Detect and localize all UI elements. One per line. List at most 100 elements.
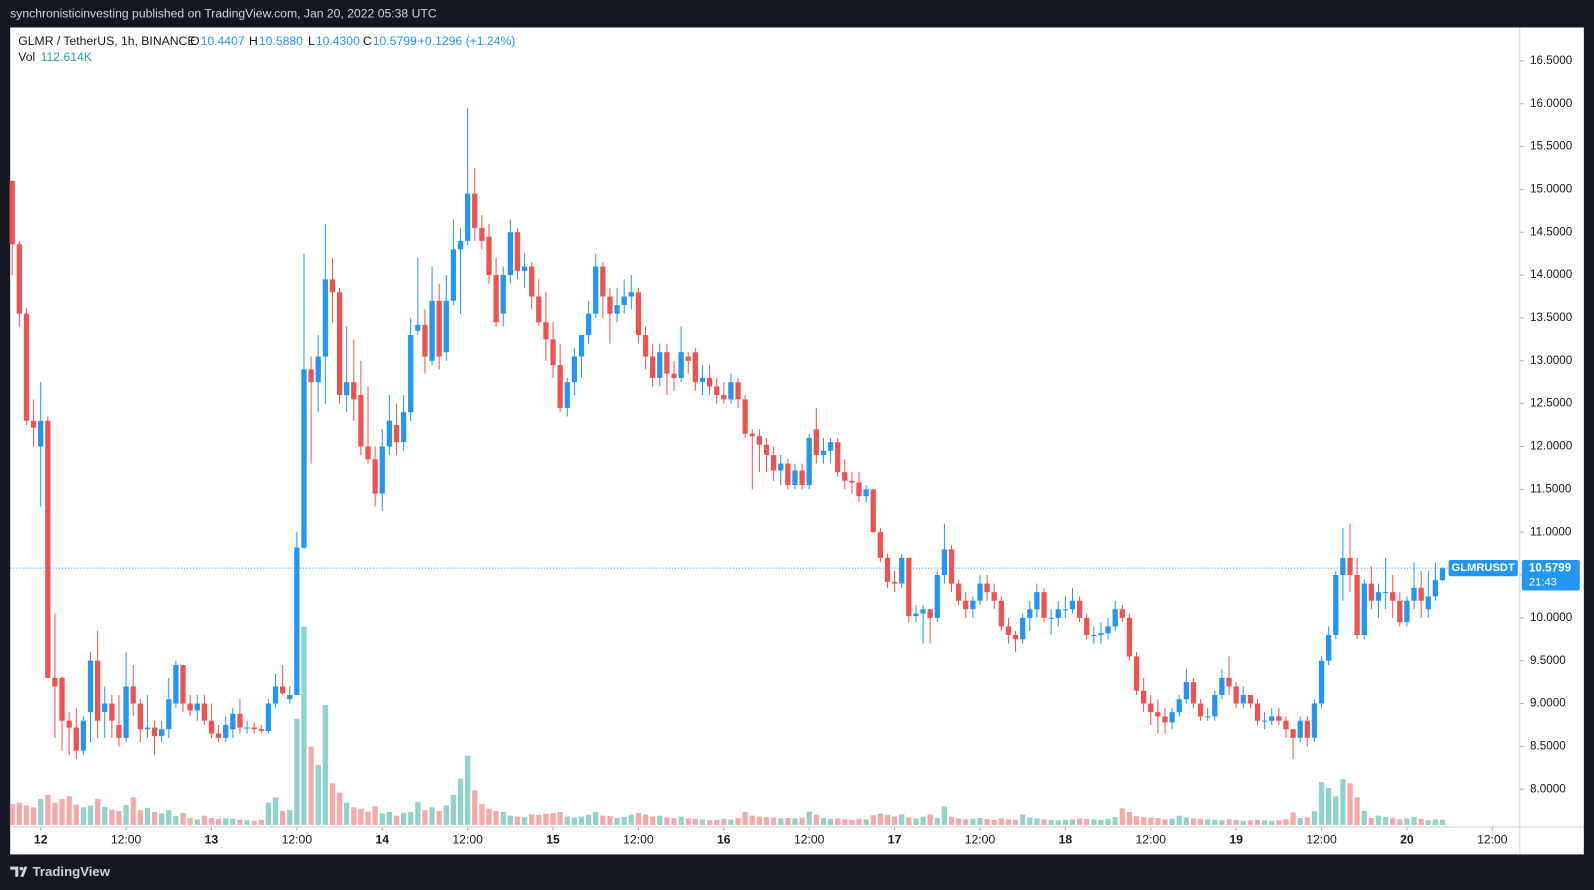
candle-body xyxy=(1375,592,1382,601)
x-tick-label: 18 xyxy=(1059,832,1073,846)
volume-bar xyxy=(45,794,51,825)
candle-body xyxy=(1091,634,1097,637)
volume-bar xyxy=(393,815,400,825)
volume-bar xyxy=(443,805,449,825)
candle-body xyxy=(1411,587,1417,601)
volume-bar xyxy=(536,814,542,825)
candle-body xyxy=(571,356,578,383)
volume-bar xyxy=(593,811,599,825)
price-tag xyxy=(1521,560,1580,591)
volume-bar xyxy=(1084,818,1090,825)
x-tick-label: 12:00 xyxy=(1477,832,1508,846)
volume-bar xyxy=(1304,817,1310,825)
x-tick-label: 19 xyxy=(1229,832,1243,846)
volume-bar xyxy=(1076,818,1083,825)
candle-body xyxy=(1098,633,1104,635)
volume-bar xyxy=(415,801,421,825)
candle-body xyxy=(486,236,492,276)
volume-bar xyxy=(529,814,535,825)
candle-body xyxy=(550,339,556,366)
y-tick-label: 11.5000 xyxy=(1530,482,1572,495)
candle-body xyxy=(948,549,955,584)
volume-bar xyxy=(294,718,300,825)
candle-body xyxy=(1311,703,1318,738)
candle-body xyxy=(1155,712,1161,717)
candle-body xyxy=(1162,716,1168,723)
volume-bar xyxy=(457,778,464,825)
volume-bar xyxy=(685,818,691,825)
volume-bar xyxy=(1027,817,1033,825)
volume-bar xyxy=(30,807,37,825)
candle-body xyxy=(1247,694,1254,704)
volume-bar xyxy=(500,811,506,825)
volume-bar xyxy=(365,811,371,825)
volume-bar xyxy=(187,817,193,825)
x-tick-label: 12:00 xyxy=(111,832,142,846)
footer-logo: TradingView xyxy=(10,864,111,879)
candle-body xyxy=(657,352,663,378)
volume-bar xyxy=(1119,808,1125,825)
volume-bar xyxy=(1283,819,1289,825)
candle-body xyxy=(920,609,926,614)
volume-bar xyxy=(621,817,627,825)
volume-bar xyxy=(1368,817,1374,825)
volume-bar xyxy=(1012,819,1019,825)
candle-body xyxy=(109,703,115,721)
volume-bar xyxy=(1034,818,1040,825)
x-tick-label: 12:00 xyxy=(1136,832,1167,846)
candle-body xyxy=(756,436,763,445)
volume-bar xyxy=(1148,817,1154,825)
symbol-tag-text: GLMRUSDT xyxy=(1452,562,1515,574)
volume-bar xyxy=(1041,819,1047,825)
volume-bar xyxy=(870,815,876,825)
volume-bar xyxy=(166,810,172,825)
volume-bar xyxy=(258,819,264,825)
candle-body xyxy=(94,660,101,721)
x-tick-label: 16 xyxy=(717,832,731,846)
candle-body xyxy=(1276,716,1282,721)
volume-bar xyxy=(208,817,215,825)
x-tick-label: 12:00 xyxy=(794,832,825,846)
volume-bar xyxy=(237,819,243,825)
candle-body xyxy=(1226,677,1232,687)
volume-bar xyxy=(934,817,940,825)
candle-body xyxy=(906,557,912,617)
volume-bar xyxy=(16,802,22,825)
candle-body xyxy=(173,664,179,704)
candle-body xyxy=(187,703,193,711)
candle-body xyxy=(151,727,158,737)
volume-bar xyxy=(464,755,471,825)
candle-body xyxy=(1183,682,1189,700)
candle-body xyxy=(1297,720,1303,738)
volume-bar xyxy=(664,817,670,825)
volume-bar xyxy=(1269,820,1275,825)
candle-body xyxy=(899,557,905,584)
overlay: GLMR / TetherUS, 1h, BINANCE Vol 112.614… xyxy=(18,34,515,64)
candle-body xyxy=(315,356,321,383)
volume-bar xyxy=(1069,819,1076,825)
candle-body xyxy=(593,266,599,314)
candle-body xyxy=(543,322,549,340)
candle-body xyxy=(1354,575,1360,635)
candle-body xyxy=(464,193,471,241)
volume-bar xyxy=(920,816,926,825)
candle-body xyxy=(272,686,279,704)
volume-bar xyxy=(735,817,741,825)
volume-bar xyxy=(109,809,115,825)
volume-bar xyxy=(948,816,955,825)
volume-bar xyxy=(1411,817,1417,825)
candle-body xyxy=(1439,568,1446,581)
candle-body xyxy=(123,686,129,738)
x-tick-label: 17 xyxy=(888,832,902,846)
volume-bar xyxy=(991,819,997,825)
candle-body xyxy=(1105,626,1111,634)
volume-bar xyxy=(116,811,122,825)
candle-body xyxy=(1290,729,1296,738)
volume-bar xyxy=(59,799,65,825)
x-tick-label: 12:00 xyxy=(623,832,654,846)
candle-body xyxy=(443,300,449,353)
candle-body xyxy=(721,395,727,400)
volume-bar xyxy=(436,811,442,825)
candle-body xyxy=(742,399,748,434)
candle-body xyxy=(294,547,300,695)
